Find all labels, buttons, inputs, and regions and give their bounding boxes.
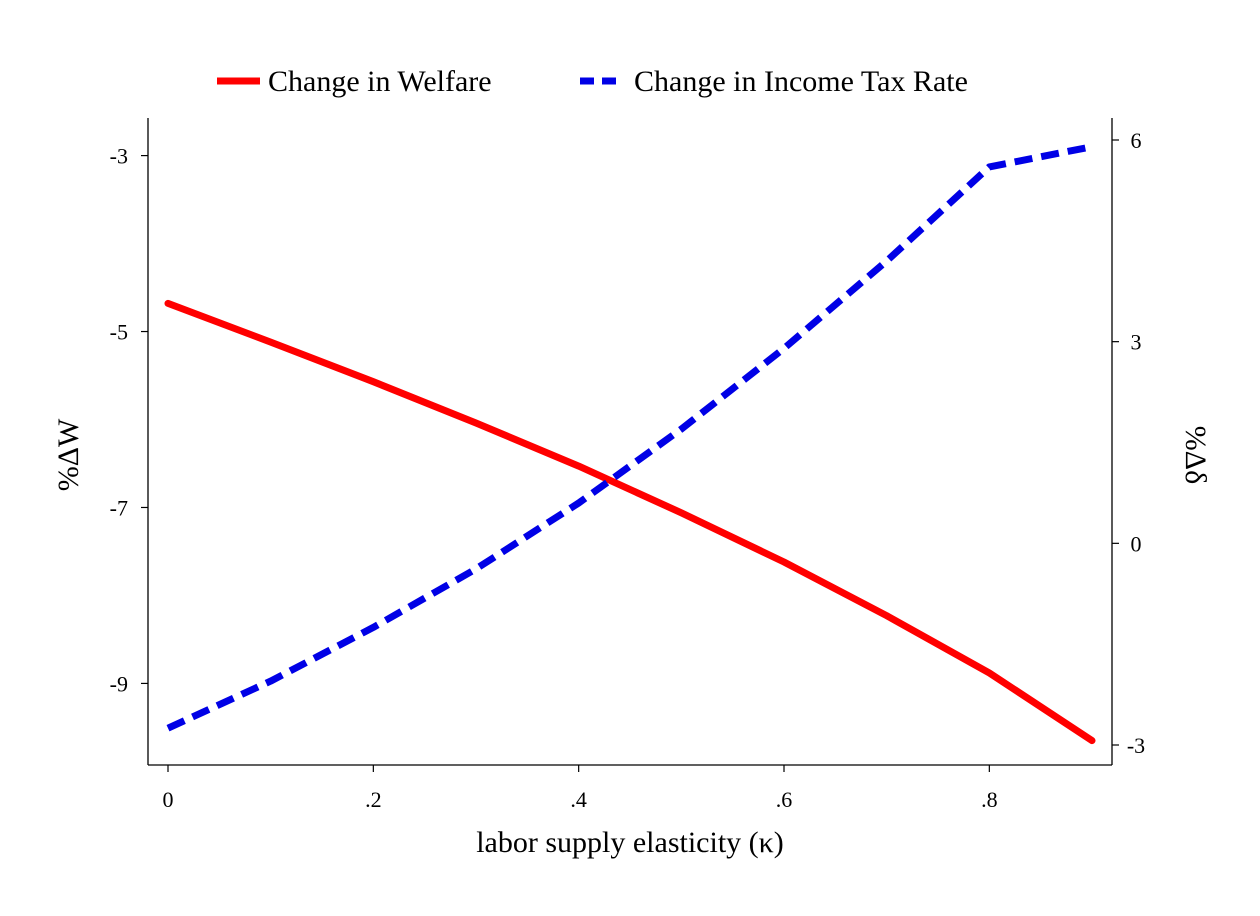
- x-tick-label-2: .4: [570, 787, 587, 812]
- x-tick-label-1: .2: [365, 787, 382, 812]
- y-left-tick-label-3: -9: [110, 671, 128, 696]
- x-tick-label-4: .8: [981, 787, 998, 812]
- series-line-welfare: [164, 299, 1096, 745]
- y-left-axis-title: %ΔW: [52, 418, 85, 491]
- y-left-tick-label-2: -7: [110, 495, 128, 520]
- y-right-tick-label-1: 3: [1131, 330, 1142, 355]
- y-right-axis-title: %Δδ: [1179, 426, 1212, 484]
- y-right-tick-label-0: 6: [1131, 128, 1142, 153]
- y-left-tick-label-0: -3: [110, 144, 128, 169]
- x-tick-label-3: .6: [776, 787, 793, 812]
- y-right-tick-label-2: 0: [1131, 531, 1142, 556]
- legend: Change in Welfare Change in Income Tax R…: [217, 65, 968, 98]
- y-right-tick-label-3: -3: [1127, 733, 1145, 758]
- x-tick-label-0: 0: [163, 787, 174, 812]
- y-left-tick-labels: -3 -5 -7 -9: [110, 144, 148, 696]
- series-layer: [164, 143, 1096, 745]
- legend-label-tax-rate: Change in Income Tax Rate: [634, 65, 968, 98]
- x-axis-title: labor supply elasticity (κ): [476, 826, 784, 859]
- y-right-tick-labels: 6 3 0 -3: [1112, 128, 1145, 758]
- series-line-tax-rate: [166, 143, 1093, 732]
- x-tick-labels: 0 .2 .4 .6 .8: [163, 765, 998, 812]
- y-left-tick-label-1: -5: [110, 320, 128, 345]
- legend-label-welfare: Change in Welfare: [268, 65, 492, 98]
